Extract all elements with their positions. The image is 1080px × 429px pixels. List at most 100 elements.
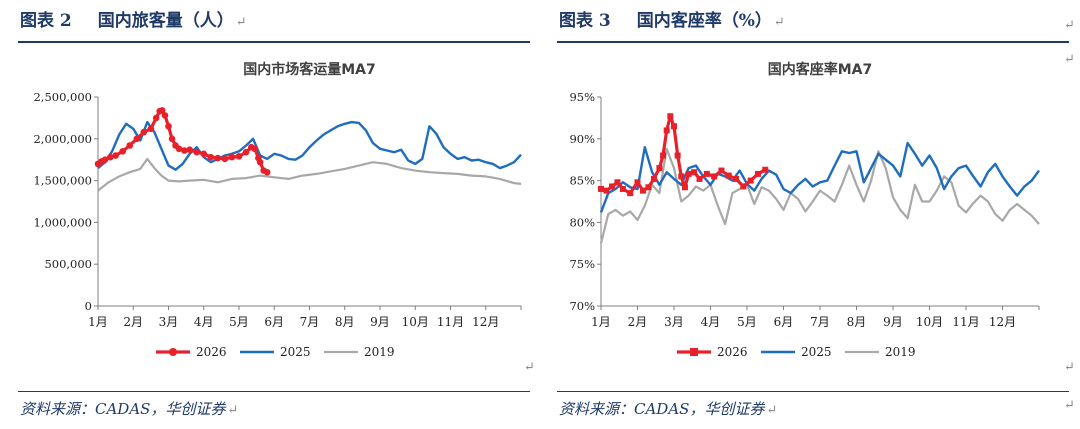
data-point-2026 — [186, 146, 193, 153]
figure-title: 国内客座率（%） — [636, 11, 772, 31]
source-text: 资料来源：CADAS，华创证券 — [559, 400, 765, 418]
x-tick-label: 7月 — [300, 315, 320, 329]
source-note: 资料来源：CADAS，华创证券 ↵ — [559, 398, 777, 419]
x-tick-label: 2月 — [123, 315, 143, 329]
data-point-2026 — [603, 187, 610, 194]
x-tick-label: 5月 — [737, 315, 757, 329]
legend-label-2025: 2025 — [280, 345, 311, 359]
data-point-2026 — [112, 152, 119, 159]
return-mark-icon: ↵ — [1064, 18, 1075, 33]
figure-title: 国内旅客量（人） — [97, 11, 234, 31]
data-point-2026 — [762, 166, 769, 173]
data-point-2026 — [126, 142, 134, 149]
data-point-2026 — [619, 185, 626, 192]
x-tick-label: 8月 — [335, 315, 355, 329]
data-point-2026 — [161, 112, 169, 119]
footer-rule — [18, 391, 530, 392]
data-point-2026 — [678, 173, 685, 180]
figure-number: 图表 3 — [559, 11, 611, 31]
y-tick-label: 2,500,000 — [33, 90, 92, 104]
y-tick-label: 500,000 — [44, 257, 92, 271]
data-point-2026 — [235, 153, 243, 160]
x-tick-label: 3月 — [159, 315, 179, 329]
return-mark-icon: ↵ — [773, 15, 785, 30]
series-line-2025 — [97, 120, 522, 171]
data-point-2026 — [228, 153, 236, 161]
x-tick-label: 12月 — [989, 315, 1016, 329]
data-point-2026 — [214, 154, 222, 162]
data-point-2026 — [747, 177, 754, 184]
data-point-2026 — [671, 123, 677, 130]
data-point-2026 — [696, 175, 703, 182]
y-tick-label: 80% — [569, 215, 595, 229]
data-point-2026 — [140, 128, 148, 136]
x-tick-label: 9月 — [883, 315, 903, 329]
data-point-2026 — [598, 185, 604, 192]
data-point-2026 — [663, 127, 670, 134]
series-line-2026 — [600, 114, 767, 195]
data-point-2026 — [263, 168, 271, 176]
y-tick-label: 1,000,000 — [33, 215, 92, 229]
series-line-2019 — [97, 157, 522, 192]
x-tick-label: 1月 — [591, 315, 611, 329]
x-tick-label: 8月 — [847, 315, 867, 329]
return-mark-icon: ↵ — [1064, 52, 1075, 67]
legend-label-2026: 2026 — [717, 345, 748, 359]
data-point-2026 — [685, 170, 692, 177]
heading-rule — [557, 41, 1069, 43]
x-tick-label: 1月 — [88, 315, 108, 329]
x-tick-label: 9月 — [370, 315, 390, 329]
data-point-2026 — [107, 153, 114, 161]
x-tick-label: 5月 — [229, 315, 249, 329]
data-point-2026 — [614, 179, 621, 186]
data-point-2026 — [627, 190, 634, 197]
x-tick-label: 7月 — [810, 315, 830, 329]
x-tick-label: 2月 — [628, 315, 648, 329]
heading-rule — [18, 41, 530, 43]
legend-label-2025: 2025 — [801, 345, 832, 359]
return-mark-icon: ↵ — [766, 403, 778, 418]
series-line-2019 — [599, 147, 1040, 244]
data-point-2026 — [608, 183, 615, 190]
data-point-2026 — [168, 135, 176, 143]
return-mark-icon: ↵ — [227, 403, 239, 418]
data-point-2026 — [733, 175, 740, 182]
return-mark-icon: ↵ — [524, 360, 535, 375]
data-point-2026 — [725, 172, 732, 179]
x-tick-label: 10月 — [916, 315, 943, 329]
data-point-2026 — [718, 167, 725, 174]
y-tick-label: 75% — [569, 257, 595, 271]
y-tick-label: 1,500,000 — [33, 174, 92, 188]
y-tick-label: 0 — [85, 299, 92, 313]
legend-marker-2026 — [690, 348, 698, 356]
x-tick-label: 6月 — [774, 315, 794, 329]
data-point-2026 — [740, 183, 747, 190]
footer-rule — [557, 391, 1069, 392]
figure-3-panel: 图表 3 国内客座率（%） ↵ 国内客座率MA7 70% 75% 80% 85% 90% 95%… — [557, 0, 1080, 429]
data-point-2026 — [667, 113, 674, 120]
x-tick-label: 6月 — [264, 315, 284, 329]
return-mark-icon: ↵ — [1064, 398, 1075, 413]
figure-2-panel: 图表 2 国内旅客量（人） ↵ 国内市场客运量MA7 0 500,000 1,000,00… — [18, 0, 543, 429]
source-note: 资料来源：CADAS，华创证券 ↵ — [20, 398, 238, 419]
data-point-2026 — [634, 179, 641, 186]
data-point-2026 — [256, 158, 264, 166]
x-tick-label: 10月 — [402, 315, 429, 329]
data-point-2026 — [703, 170, 710, 177]
data-point-2026 — [645, 184, 652, 191]
data-point-2026 — [147, 125, 155, 133]
data-point-2026 — [152, 114, 160, 122]
data-point-2026 — [639, 187, 646, 194]
legend-marker-2026 — [169, 348, 177, 356]
data-point-2026 — [251, 145, 259, 153]
legend-label-2026: 2026 — [196, 345, 227, 359]
data-point-2026 — [207, 153, 215, 161]
source-text: 资料来源：CADAS，华创证券 — [20, 400, 226, 418]
legend-label-2019: 2019 — [885, 345, 916, 359]
data-point-2026 — [158, 107, 166, 114]
data-point-2026 — [175, 145, 183, 153]
legend-label-2019: 2019 — [364, 345, 395, 359]
data-point-2026 — [133, 135, 141, 143]
data-point-2026 — [754, 170, 761, 177]
x-tick-label: 11月 — [952, 315, 979, 329]
